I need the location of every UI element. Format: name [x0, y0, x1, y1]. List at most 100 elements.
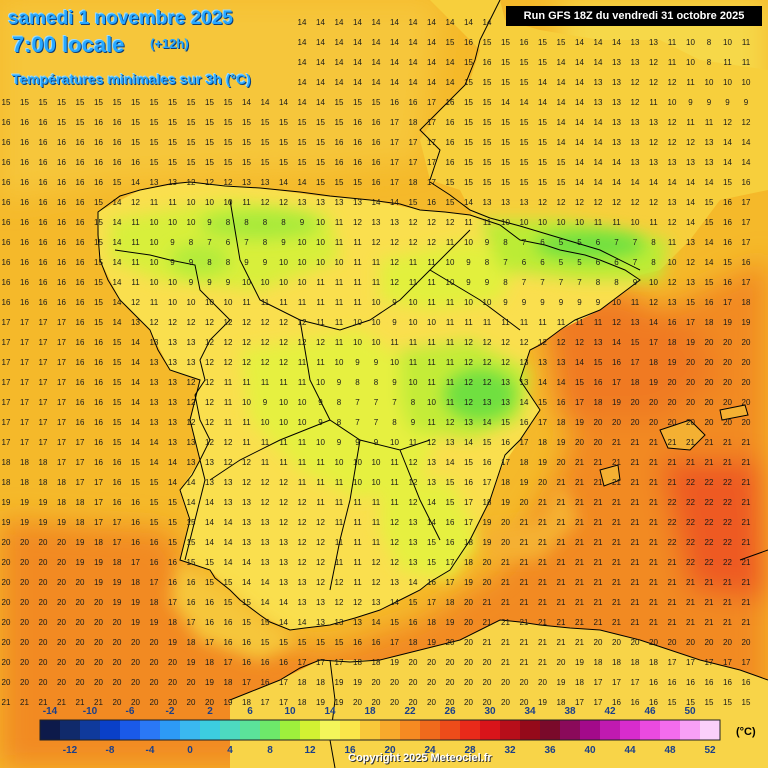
grid-value: 16: [94, 398, 103, 407]
grid-value: 15: [168, 498, 177, 507]
grid-value: 10: [464, 238, 473, 247]
grid-value: 16: [372, 638, 381, 647]
grid-value: 12: [668, 138, 677, 147]
grid-value: 16: [335, 138, 344, 147]
grid-value: 19: [335, 698, 344, 707]
grid-value: 21: [501, 638, 510, 647]
grid-value: 9: [170, 258, 175, 267]
grid-value: 13: [205, 458, 214, 467]
grid-value: 15: [131, 458, 140, 467]
grid-value: 14: [575, 358, 584, 367]
grid-value: 13: [168, 178, 177, 187]
grid-value: 14: [594, 38, 603, 47]
grid-value: 13: [353, 198, 362, 207]
grid-value: 20: [187, 678, 196, 687]
grid-value: 11: [464, 318, 473, 327]
grid-value: 16: [76, 158, 85, 167]
grid-value: 16: [20, 178, 29, 187]
grid-value: 15: [575, 378, 584, 387]
grid-value: 20: [446, 658, 455, 667]
grid-value: 10: [335, 458, 344, 467]
legend-tick-label: -14: [43, 706, 58, 717]
grid-value: 20: [94, 638, 103, 647]
grid-value: 19: [150, 618, 159, 627]
grid-value: 19: [76, 558, 85, 567]
grid-value: 13: [483, 398, 492, 407]
grid-value: 10: [723, 78, 732, 87]
grid-value: 13: [372, 598, 381, 607]
grid-value: 18: [76, 498, 85, 507]
grid-value: 21: [631, 598, 640, 607]
grid-value: 14: [742, 158, 751, 167]
legend-tick-label: 10: [284, 706, 296, 717]
grid-value: 14: [242, 558, 251, 567]
grid-value: 11: [520, 318, 529, 327]
grid-value: 7: [374, 398, 379, 407]
grid-value: 15: [242, 618, 251, 627]
grid-value: 14: [446, 58, 455, 67]
grid-value: 20: [575, 438, 584, 447]
grid-value: 15: [94, 298, 103, 307]
grid-value: 15: [298, 158, 307, 167]
grid-value: 10: [483, 298, 492, 307]
grid-value: 12: [575, 198, 584, 207]
grid-value: 21: [594, 538, 603, 547]
legend-tick-label: 38: [564, 706, 576, 717]
grid-value: 11: [335, 218, 344, 227]
grid-value: 20: [57, 678, 66, 687]
grid-value: 15: [187, 98, 196, 107]
grid-value: 15: [298, 638, 307, 647]
grid-value: 14: [131, 178, 140, 187]
grid-value: 15: [483, 78, 492, 87]
grid-value: 15: [353, 98, 362, 107]
grid-value: 16: [723, 198, 732, 207]
grid-value: 13: [501, 398, 510, 407]
grid-value: 14: [131, 338, 140, 347]
grid-value: 14: [557, 378, 566, 387]
grid-value: 11: [279, 438, 288, 447]
grid-value: 21: [594, 618, 603, 627]
grid-value: 17: [298, 658, 307, 667]
legend-tick-label: 22: [404, 706, 416, 717]
grid-value: 6: [596, 238, 601, 247]
grid-value: 12: [649, 298, 658, 307]
grid-value: 12: [242, 318, 251, 327]
grid-value: 16: [279, 658, 288, 667]
grid-value: 16: [76, 178, 85, 187]
grid-value: 21: [501, 558, 510, 567]
grid-value: 12: [261, 358, 270, 367]
grid-value: 17: [57, 338, 66, 347]
grid-value: 10: [353, 478, 362, 487]
grid-value: 12: [631, 198, 640, 207]
grid-value: 21: [668, 578, 677, 587]
grid-value: 20: [39, 598, 48, 607]
grid-value: 14: [464, 198, 473, 207]
grid-value: 22: [668, 518, 677, 527]
grid-value: 8: [392, 418, 397, 427]
grid-value: 12: [298, 538, 307, 547]
grid-value: 11: [224, 378, 233, 387]
grid-value: 13: [168, 378, 177, 387]
grid-value: 14: [316, 98, 325, 107]
grid-value: 13: [187, 358, 196, 367]
grid-value: 18: [631, 378, 640, 387]
grid-value: 10: [390, 438, 399, 447]
grid-value: 13: [483, 198, 492, 207]
grid-value: 20: [57, 538, 66, 547]
grid-value: 10: [686, 58, 695, 67]
grid-value: 21: [575, 618, 584, 627]
grid-value: 22: [705, 498, 714, 507]
grid-value: 15: [205, 578, 214, 587]
grid-value: 20: [187, 698, 196, 707]
grid-value: 16: [224, 638, 233, 647]
grid-value: 15: [686, 298, 695, 307]
grid-value: 8: [374, 378, 379, 387]
grid-value: 15: [57, 98, 66, 107]
grid-value: 16: [76, 278, 85, 287]
grid-value: 16: [76, 218, 85, 227]
grid-value: 13: [168, 338, 177, 347]
grid-value: 19: [168, 638, 177, 647]
grid-value: 11: [261, 438, 270, 447]
map-variable-title: Températures minimales sur 3h (°C): [12, 71, 251, 87]
grid-value: 16: [94, 338, 103, 347]
